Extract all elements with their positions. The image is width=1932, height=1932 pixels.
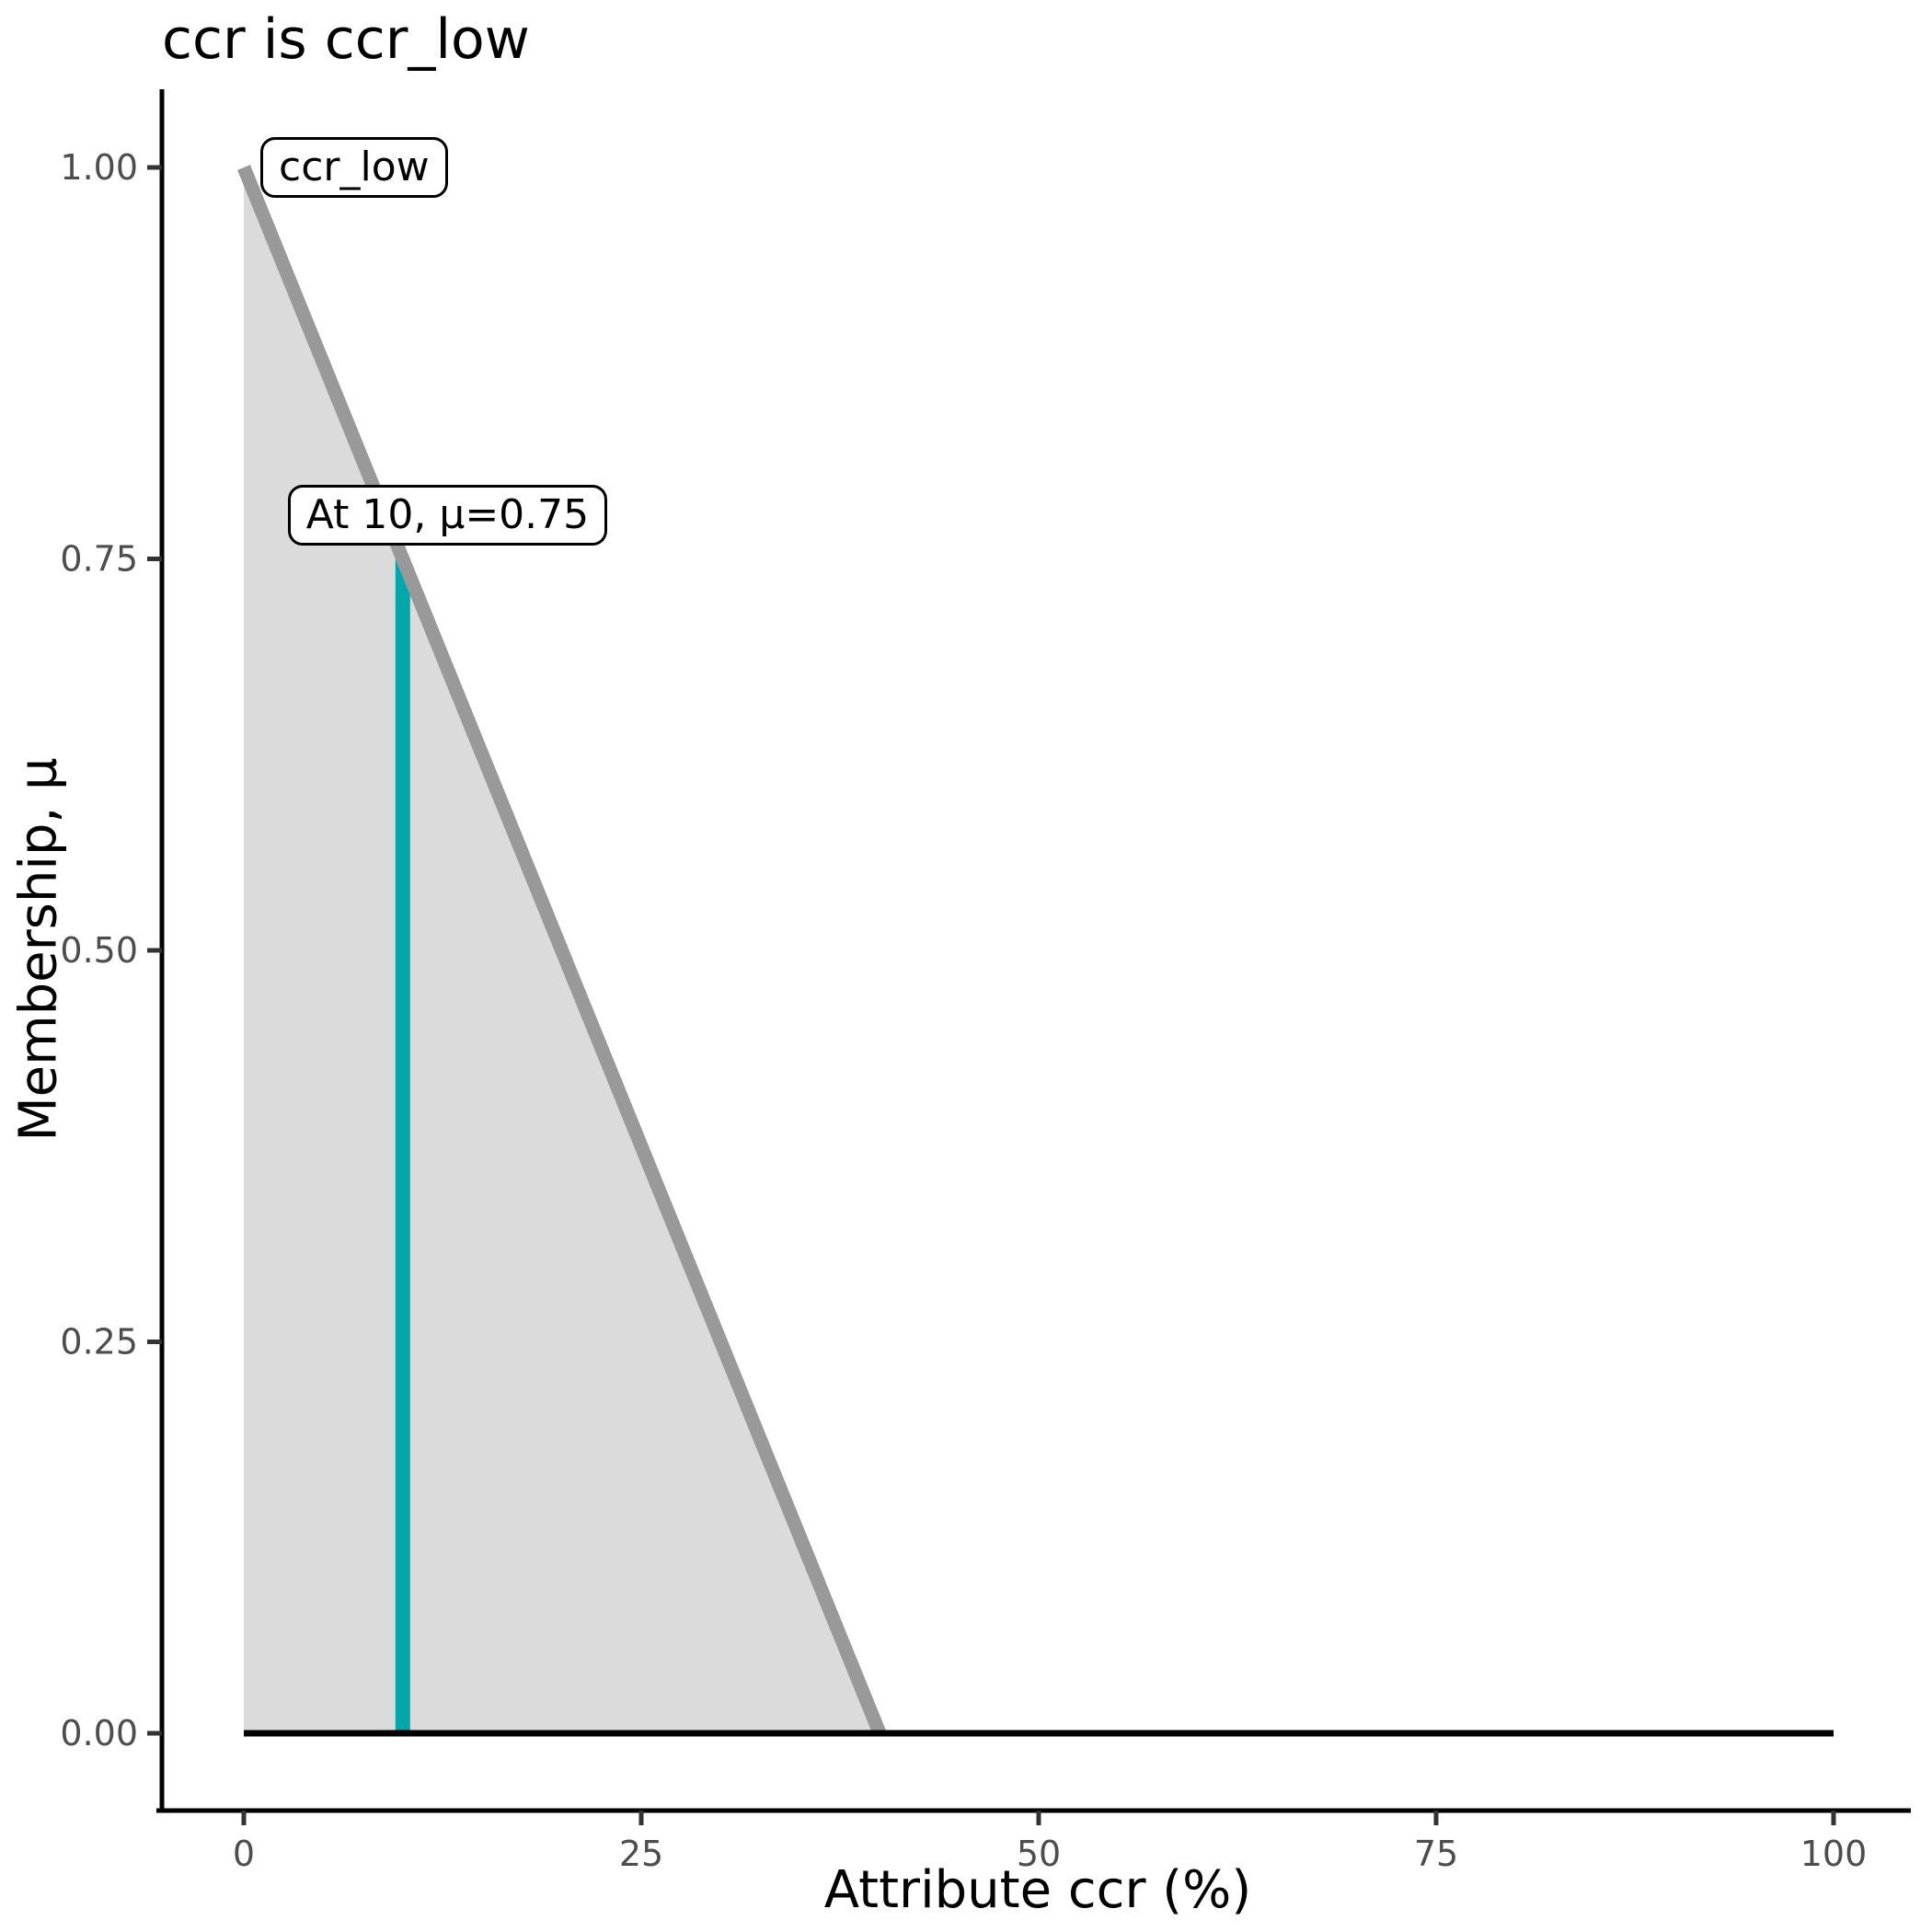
marker-annotation-text: At 10, μ=0.75 <box>305 490 590 538</box>
y-axis-title: Membership, μ <box>8 757 69 1142</box>
x-tick-label: 0 <box>233 1834 255 1874</box>
x-tick-label: 100 <box>1800 1834 1868 1874</box>
y-tick-label: 0.75 <box>60 539 138 580</box>
x-tick-label: 75 <box>1414 1834 1458 1874</box>
y-tick-label: 1.00 <box>60 147 138 188</box>
x-tick-label: 50 <box>1017 1834 1061 1874</box>
plot-title: ccr is ccr_low <box>162 7 530 72</box>
x-tick-label: 25 <box>619 1834 663 1874</box>
x-axis-title: Attribute ccr (%) <box>823 1860 1252 1920</box>
y-tick-label: 0.00 <box>60 1713 138 1754</box>
y-tick-label: 0.25 <box>60 1322 138 1363</box>
y-tick-label: 0.50 <box>60 930 138 971</box>
set-label-annotation: ccr_low <box>260 137 448 198</box>
membership-function-line <box>237 165 887 1736</box>
set-label-text: ccr_low <box>279 144 430 190</box>
marker-annotation: At 10, μ=0.75 <box>287 484 608 546</box>
